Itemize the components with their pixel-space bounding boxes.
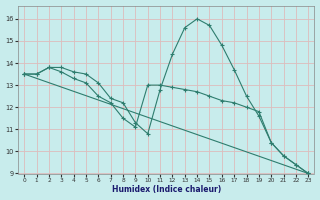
X-axis label: Humidex (Indice chaleur): Humidex (Indice chaleur) — [112, 185, 221, 194]
